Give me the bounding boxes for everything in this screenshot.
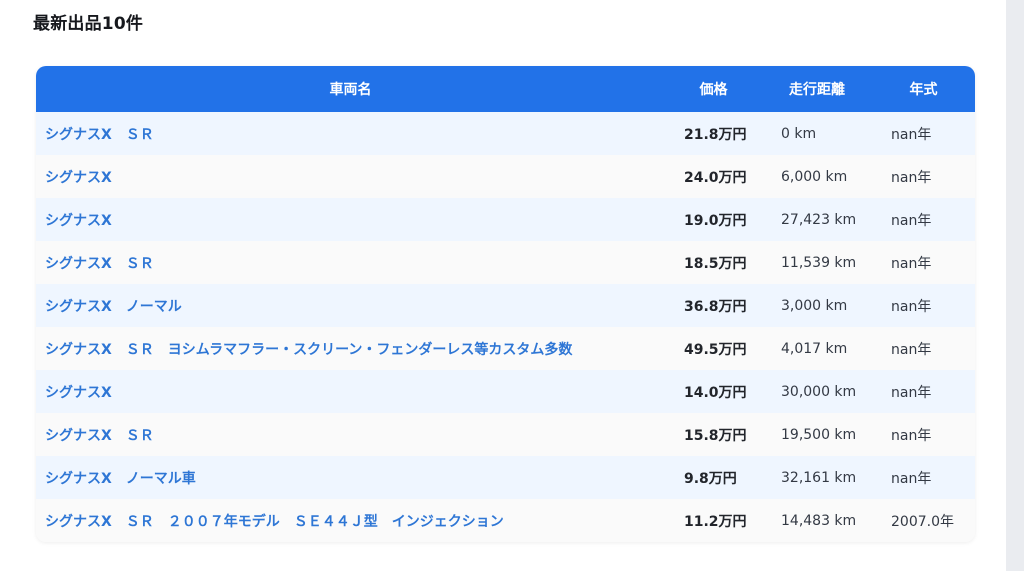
mileage-cell: 14,483 km (781, 512, 857, 529)
price-cell: 14.0万円 (684, 384, 747, 401)
mileage-cell: 0 km (781, 125, 817, 142)
price-cell: 21.8万円 (684, 126, 747, 143)
table-header: 車両名 価格 走行距離 年式 (36, 66, 975, 112)
vehicle-name-link[interactable]: シグナスX ＳＲ (45, 126, 154, 143)
vehicle-name-cell: シグナスX ノーマル車 (36, 456, 665, 499)
vehicle-name-cell: シグナスX ノーマル (36, 284, 665, 327)
price-cell: 24.0万円 (684, 169, 747, 186)
mileage-cell: 32,161 km (781, 469, 857, 486)
column-header-price: 価格 (665, 66, 762, 112)
column-header-vehicle-name: 車両名 (36, 66, 665, 112)
price-cell: 49.5万円 (684, 341, 747, 358)
vehicle-name-cell: シグナスX (36, 370, 665, 413)
column-header-year: 年式 (872, 66, 975, 112)
table-row: シグナスX ＳＲ 15.8万円 19,500 km nan年 (36, 413, 975, 456)
vehicle-name-cell: シグナスX (36, 198, 665, 241)
vehicle-name-link[interactable]: シグナスX ノーマル車 (45, 470, 196, 487)
vehicle-name-cell: シグナスX (36, 155, 665, 198)
table-row: シグナスX 19.0万円 27,423 km nan年 (36, 198, 975, 241)
year-cell: 2007.0年 (891, 513, 954, 530)
mileage-cell: 3,000 km (781, 297, 848, 314)
price-cell: 18.5万円 (684, 255, 747, 272)
year-cell: nan年 (891, 341, 932, 358)
table-body: シグナスX ＳＲ 21.8万円 0 km nan年 シグナスX 24.0万円 6… (36, 112, 975, 542)
vehicle-name-link[interactable]: シグナスX (45, 212, 112, 229)
mileage-cell: 4,017 km (781, 340, 848, 357)
year-cell: nan年 (891, 169, 932, 186)
mileage-cell: 6,000 km (781, 168, 848, 185)
year-cell: nan年 (891, 298, 932, 315)
table-row: シグナスX ＳＲ 18.5万円 11,539 km nan年 (36, 241, 975, 284)
price-cell: 19.0万円 (684, 212, 747, 229)
vehicle-name-cell: シグナスX ＳＲ (36, 241, 665, 284)
mileage-cell: 27,423 km (781, 211, 857, 228)
mileage-cell: 30,000 km (781, 383, 857, 400)
listings-card: 車両名 価格 走行距離 年式 シグナスX ＳＲ 21.8万円 0 km nan年… (36, 66, 975, 542)
year-cell: nan年 (891, 384, 932, 401)
year-cell: nan年 (891, 212, 932, 229)
table-row: シグナスX 14.0万円 30,000 km nan年 (36, 370, 975, 413)
price-cell: 11.2万円 (684, 513, 747, 530)
year-cell: nan年 (891, 126, 932, 143)
mileage-cell: 11,539 km (781, 254, 857, 271)
vehicle-name-cell: シグナスX ＳＲ ヨシムラマフラー・スクリーン・フェンダーレス等カスタム多数 (36, 327, 665, 370)
table-row: シグナスX ＳＲ ２００７年モデル ＳＥ４４Ｊ型 インジェクション 11.2万円… (36, 499, 975, 542)
vehicle-name-link[interactable]: シグナスX (45, 384, 112, 401)
year-cell: nan年 (891, 427, 932, 444)
vehicle-name-link[interactable]: シグナスX ＳＲ (45, 255, 154, 272)
year-cell: nan年 (891, 255, 932, 272)
scrollbar-track[interactable] (1006, 0, 1024, 571)
price-cell: 15.8万円 (684, 427, 747, 444)
vehicle-name-cell: シグナスX ＳＲ (36, 112, 665, 155)
vehicle-name-link[interactable]: シグナスX ノーマル (45, 298, 182, 315)
vehicle-name-link[interactable]: シグナスX ＳＲ ２００７年モデル ＳＥ４４Ｊ型 インジェクション (45, 513, 504, 530)
vehicle-name-cell: シグナスX ＳＲ ２００７年モデル ＳＥ４４Ｊ型 インジェクション (36, 499, 665, 542)
vehicle-name-link[interactable]: シグナスX (45, 169, 112, 186)
table-row: シグナスX ノーマル 36.8万円 3,000 km nan年 (36, 284, 975, 327)
table-row: シグナスX ノーマル車 9.8万円 32,161 km nan年 (36, 456, 975, 499)
year-cell: nan年 (891, 470, 932, 487)
table-row: シグナスX ＳＲ ヨシムラマフラー・スクリーン・フェンダーレス等カスタム多数 4… (36, 327, 975, 370)
table-row: シグナスX ＳＲ 21.8万円 0 km nan年 (36, 112, 975, 155)
table-row: シグナスX 24.0万円 6,000 km nan年 (36, 155, 975, 198)
vehicle-name-link[interactable]: シグナスX ＳＲ ヨシムラマフラー・スクリーン・フェンダーレス等カスタム多数 (45, 341, 573, 358)
column-header-mileage: 走行距離 (762, 66, 872, 112)
vehicle-name-link[interactable]: シグナスX ＳＲ (45, 427, 154, 444)
price-cell: 36.8万円 (684, 298, 747, 315)
page-title: 最新出品10件 (33, 14, 144, 34)
price-cell: 9.8万円 (684, 470, 737, 487)
listings-table: 車両名 価格 走行距離 年式 シグナスX ＳＲ 21.8万円 0 km nan年… (36, 66, 975, 542)
vehicle-name-cell: シグナスX ＳＲ (36, 413, 665, 456)
mileage-cell: 19,500 km (781, 426, 857, 443)
